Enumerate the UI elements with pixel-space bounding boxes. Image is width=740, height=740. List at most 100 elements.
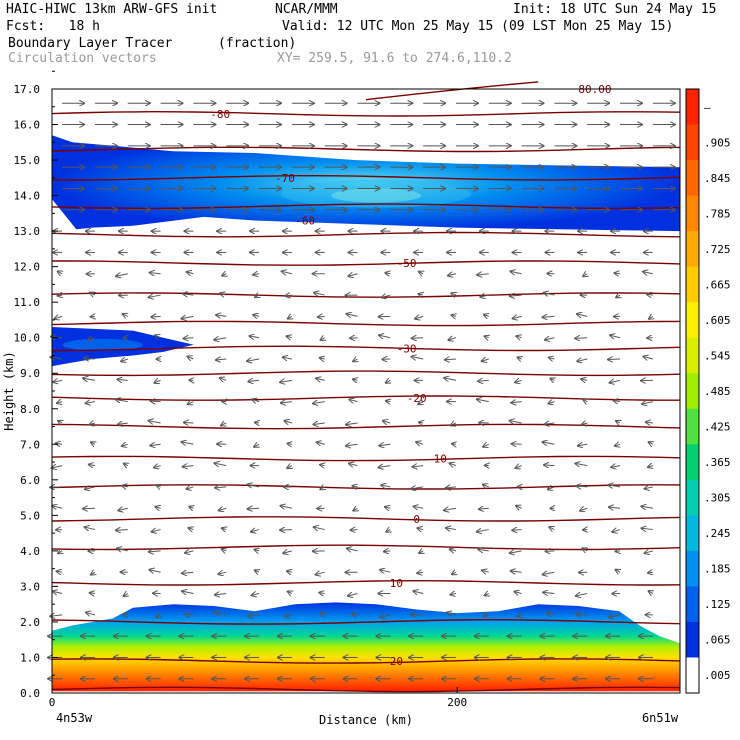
circulation-vector [214,463,227,465]
circulation-vector [90,293,95,295]
circulation-vector [577,359,588,361]
circulation-vector [412,338,424,339]
circulation-vector [448,338,457,340]
circulation-vector [482,570,489,572]
circulation-vector [548,402,555,404]
circulation-vector [58,551,62,553]
circulation-vector [510,295,522,296]
circulation-vector [215,487,227,488]
colorbar-swatch [686,657,699,694]
circulation-vector [576,486,588,487]
circulation-vector [316,378,325,380]
y-tick-label: 6.0 [20,474,40,487]
circulation-vector [353,508,357,510]
colorbar-label: .245 [704,527,731,540]
circulation-vector [542,442,555,444]
circulation-vector [58,295,62,296]
colorbar-swatch [686,124,699,161]
circulation-vector [188,402,194,404]
circulation-vector [414,506,424,508]
temperature-contour [365,81,539,101]
circulation-vector [513,316,522,318]
colorbar: – .905 .845 .785 .725 .665 .605 .545 .485 .425 .36… [685,88,731,694]
circulation-vector [251,530,260,532]
circulation-vector [609,507,621,508]
circulation-vector [216,359,227,360]
colorbar-label: .305 [704,492,731,505]
circulation-vector [451,293,456,295]
circulation-vector [612,530,621,532]
temperature-contour [51,686,681,693]
y-tick-label: 9.0 [20,367,40,380]
circulation-vector [90,593,95,594]
circulation-vector [124,464,128,466]
y-tick-label: 4.0 [20,545,40,558]
circulation-vector [444,378,457,380]
x-start-label: 4n53w [56,711,93,725]
circulation-vector [412,357,424,359]
contour-label: -70 [275,172,295,185]
circulation-vector [149,421,161,423]
circulation-vector [321,613,325,615]
circulation-vector [580,508,588,510]
circulation-vector [122,444,128,446]
circulation-vector [186,487,194,489]
circulation-vector [378,466,391,468]
circulation-vector [118,423,128,424]
temperature-contour [51,395,680,401]
circulation-vector [613,401,621,402]
circulation-vector [283,551,292,553]
circulation-vector [511,571,522,572]
circulation-vector [285,615,292,617]
circulation-vector [222,528,226,529]
circulation-vector [181,442,194,444]
circulation-vector [545,338,555,340]
circulation-vector [543,592,555,593]
y-tick-label: 5.0 [20,509,40,522]
circulation-vector [415,316,424,318]
circulation-vector [57,571,63,572]
circulation-vector [417,528,424,529]
cross-section-coords: XY= 259.5, 91.6 to 274.6,110.2 [277,51,512,66]
circulation-vector [320,465,325,466]
circulation-vector [386,401,390,402]
circulation-vector [480,295,489,297]
circulation-vector [549,527,554,529]
circulation-vector [347,548,358,550]
circulation-vector [550,379,554,381]
circulation-vector [353,486,358,487]
circulation-vector [477,530,489,532]
circulation-vector [346,314,358,316]
circulation-vector [123,314,128,316]
y-tick-label: 3.0 [20,580,40,593]
circulation-vector [280,530,292,531]
circulation-vector [53,591,63,593]
circulation-vector [287,571,292,572]
circulation-vector [54,316,63,318]
colorbar-swatch [686,302,699,339]
temperature-contour [51,231,681,238]
circulation-vector [510,271,522,273]
circulation-vector [116,274,128,276]
circulation-vector [514,592,522,594]
circulation-vector [576,614,588,615]
vectors-label: Circulation vectors [8,51,157,66]
temperature-contour [51,345,681,352]
circulation-vector [451,423,456,425]
colorbar-label: .725 [704,243,731,256]
circulation-vector [445,359,456,360]
colorbar-swatch [686,160,699,197]
circulation-vector [544,293,555,295]
temperature-contour [51,320,681,327]
colorbar-swatch [686,586,699,623]
circulation-vector [222,549,227,551]
colorbar-swatch [686,337,699,374]
circulation-vector [287,466,292,468]
circulation-vector [183,466,194,467]
org-label: NCAR/MMM [275,2,338,17]
circulation-vector [511,402,522,403]
temperature-contour [51,110,681,117]
circulation-vector [58,271,62,273]
circulation-vector [351,530,358,531]
circulation-vector [483,444,489,446]
